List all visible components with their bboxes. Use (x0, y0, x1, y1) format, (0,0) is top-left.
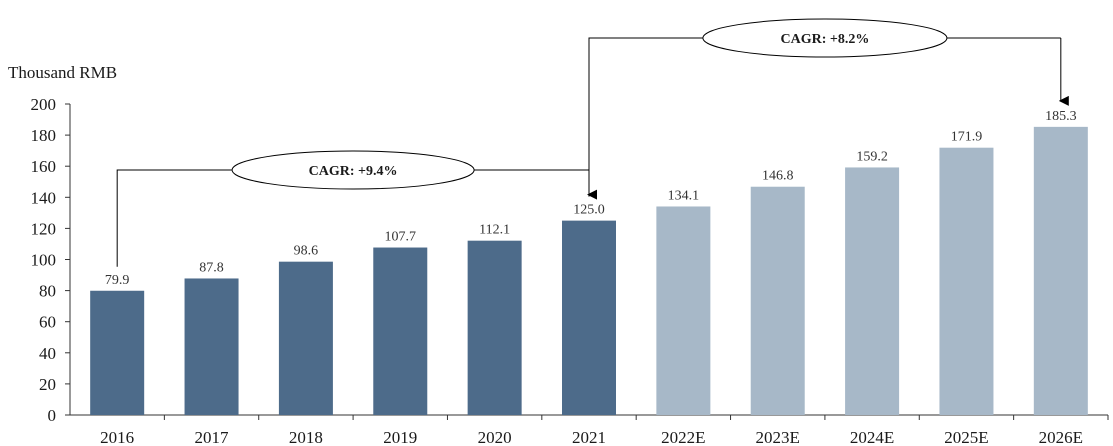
bar-2024E (845, 167, 900, 415)
y-tick-label: 100 (31, 251, 57, 270)
bar-2017 (184, 278, 239, 415)
y-tick-label: 120 (31, 219, 57, 238)
cagr-label: CAGR: +9.4% (309, 164, 398, 179)
bar-2023E (750, 186, 805, 415)
y-tick-label: 20 (39, 375, 56, 394)
cagr-annotation-2: CAGR: +8.2% (588, 18, 1069, 197)
x-tick-label-2016: 2016 (100, 428, 134, 446)
x-tick-label-2020: 2020 (478, 428, 512, 446)
x-tick-label-2026E: 2026E (1039, 428, 1083, 446)
y-tick-label: 200 (31, 95, 57, 114)
y-tick-label: 60 (39, 313, 56, 332)
x-tick-label-2024E: 2024E (850, 428, 894, 446)
data-label-2022E: 134.1 (668, 188, 700, 203)
y-tick-label: 40 (39, 344, 56, 363)
bar-2019 (373, 247, 428, 415)
data-label-2016: 79.9 (105, 273, 130, 288)
cagr-ellipse (702, 18, 948, 58)
y-tick-label: 0 (48, 406, 57, 425)
bar-2025E (939, 147, 994, 415)
data-label-2021: 125.0 (573, 203, 605, 218)
data-label-2018: 98.6 (294, 244, 319, 259)
y-axis-unit-label: Thousand RMB (8, 63, 117, 82)
data-label-2020: 112.1 (479, 223, 510, 238)
data-label-2026E: 185.3 (1045, 109, 1077, 124)
bar-2022E (656, 206, 711, 415)
data-label-2017: 87.8 (199, 260, 224, 275)
x-axis-ticks: 2016 2017 2018 2019 2020 2021 2022E 2023E 2024E 2… (100, 415, 1109, 446)
data-label-2019: 107.7 (385, 230, 417, 245)
bar-2021 (562, 220, 616, 415)
bars (90, 126, 1088, 416)
x-tick-label-2018: 2018 (289, 428, 323, 446)
y-tick-label: 80 (39, 282, 56, 301)
y-tick-label: 180 (31, 126, 57, 145)
bar-2026E (1033, 126, 1088, 416)
y-tick-label: 140 (31, 188, 57, 207)
data-labels: 79.9 87.8 98.6 107.7 112.1 125.0 134.1 146.8 159… (105, 109, 1077, 288)
x-tick-label-2025E: 2025E (944, 428, 988, 446)
cagr-label: CAGR: +8.2% (780, 32, 869, 47)
x-tick-label-2019: 2019 (383, 428, 417, 446)
cagr-ellipse (231, 150, 475, 190)
data-label-2023E: 146.8 (762, 169, 794, 184)
data-label-2024E: 159.2 (856, 149, 888, 164)
x-tick-label-2017: 2017 (195, 428, 230, 446)
data-label-2025E: 171.9 (951, 130, 983, 145)
x-tick-label-2021: 2021 (572, 428, 606, 446)
cagr-annotations: CAGR: +9.4% CAGR: +8.2% (116, 18, 1069, 267)
bar-2018 (278, 261, 333, 415)
cagr-annotation-1: CAGR: +9.4% (116, 150, 597, 267)
y-tick-label: 160 (31, 157, 57, 176)
x-tick-label-2022E: 2022E (661, 428, 705, 446)
bar-2016 (90, 290, 145, 415)
bar-2020 (467, 240, 522, 415)
x-tick-label-2023E: 2023E (756, 428, 800, 446)
